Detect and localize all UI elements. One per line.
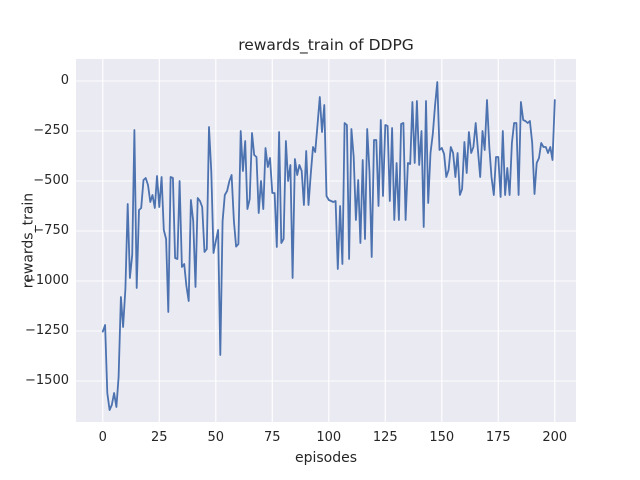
plot-area <box>76 59 576 422</box>
y-tick-label: −250 <box>33 123 69 138</box>
x-tick-label: 175 <box>485 430 511 445</box>
x-tick-label: 200 <box>542 430 568 445</box>
x-tick-label: 0 <box>98 430 107 445</box>
x-axis-label: episodes <box>294 450 358 466</box>
rewards-train-series <box>101 81 556 411</box>
y-tick-label: −750 <box>33 223 69 238</box>
y-tick-label: −1250 <box>25 323 69 338</box>
x-tick-label: 125 <box>372 430 398 445</box>
x-tick-label: 25 <box>151 430 168 445</box>
x-tick-label: 150 <box>429 430 455 445</box>
data-line <box>101 81 556 411</box>
y-axis-label: rewards_train <box>20 192 37 289</box>
x-tick-label: 75 <box>264 430 281 445</box>
y-tick-label: −1000 <box>25 273 69 288</box>
y-tick-label: −500 <box>33 173 69 188</box>
grid-lines <box>76 59 576 422</box>
x-tick-label: 50 <box>207 430 225 445</box>
y-tick-label: 0 <box>60 73 69 88</box>
y-tick-label: −1500 <box>25 373 69 388</box>
chart-title: rewards_train of DDPG <box>238 36 414 54</box>
x-tick-label: 100 <box>316 430 342 445</box>
